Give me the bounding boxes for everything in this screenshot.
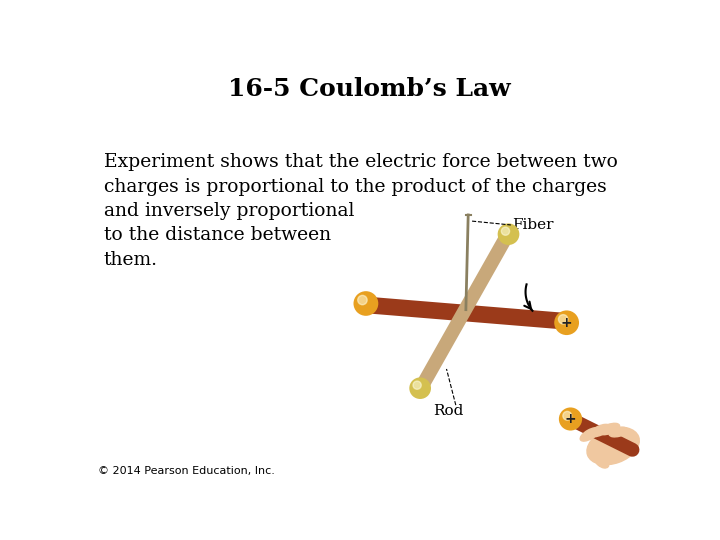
Circle shape xyxy=(358,295,367,305)
Ellipse shape xyxy=(580,428,600,441)
Circle shape xyxy=(501,227,510,235)
Text: 16-5 Coulomb’s Law: 16-5 Coulomb’s Law xyxy=(228,77,510,102)
Text: +: + xyxy=(561,316,572,330)
Ellipse shape xyxy=(594,455,609,468)
Ellipse shape xyxy=(609,427,628,437)
Text: Fiber: Fiber xyxy=(513,218,554,232)
Text: +: + xyxy=(564,412,576,426)
Ellipse shape xyxy=(599,423,620,435)
Ellipse shape xyxy=(587,427,639,464)
Circle shape xyxy=(554,310,579,335)
Circle shape xyxy=(409,377,431,399)
Text: © 2014 Pearson Education, Inc.: © 2014 Pearson Education, Inc. xyxy=(98,466,274,476)
Circle shape xyxy=(559,315,568,324)
Circle shape xyxy=(559,408,582,430)
Circle shape xyxy=(498,224,519,245)
Circle shape xyxy=(563,411,572,420)
Text: Experiment shows that the electric force between two
charges is proportional to : Experiment shows that the electric force… xyxy=(104,153,618,268)
Circle shape xyxy=(354,291,378,316)
Ellipse shape xyxy=(590,424,610,437)
Circle shape xyxy=(413,381,421,389)
Text: Rod: Rod xyxy=(433,404,463,418)
